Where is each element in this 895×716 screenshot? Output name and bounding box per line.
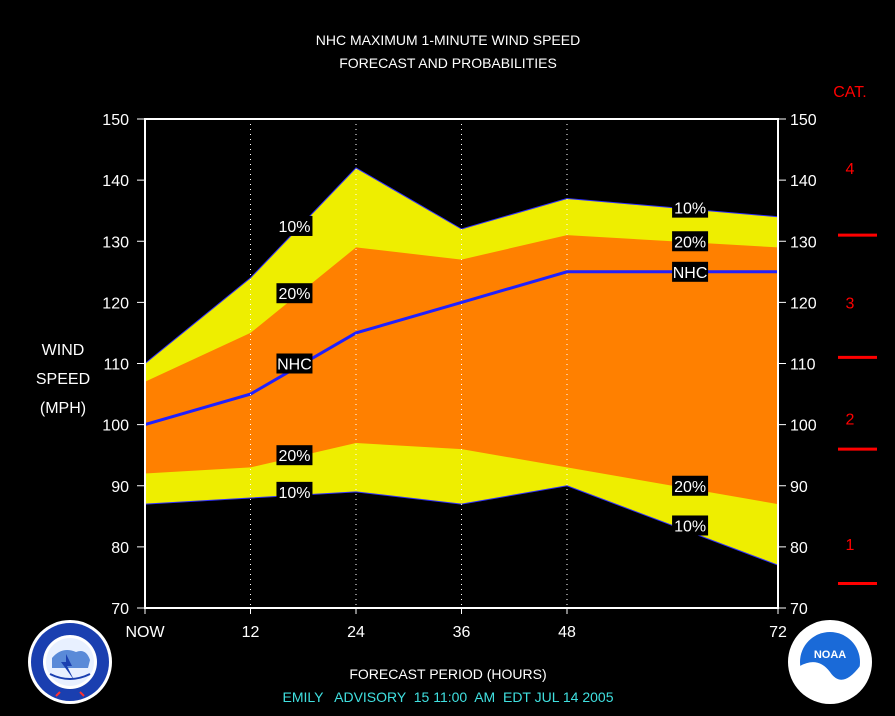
svg-text:NHC: NHC: [277, 357, 312, 374]
y-tick-label-left: 70: [111, 601, 129, 618]
series-label: 20%: [672, 231, 709, 252]
x-tick-label: 12: [242, 624, 260, 641]
upper-10pct-line: [144, 167, 779, 364]
svg-text:10%: 10%: [278, 219, 310, 236]
svg-text:NOAA: NOAA: [814, 649, 846, 661]
advisory-footer: EMILY ADVISORY 15 11:00 AM EDT JUL 14 20…: [283, 689, 614, 705]
x-tick-label: 48: [558, 624, 576, 641]
x-tick-label: 72: [769, 624, 787, 641]
y-axis-label-line2: SPEED: [36, 371, 90, 388]
svg-text:20%: 20%: [278, 448, 310, 465]
y-tick-label-right: 70: [790, 601, 808, 618]
y-tick-label-left: 80: [111, 540, 129, 557]
series-label: 20%: [672, 475, 709, 496]
svg-text:20%: 20%: [278, 286, 310, 303]
y-tick-label-left: 140: [102, 173, 129, 190]
category-label: 1: [846, 537, 855, 554]
series-label: 10%: [672, 515, 709, 536]
series-label: 10%: [276, 215, 313, 236]
y-tick-label-right: 140: [790, 173, 817, 190]
category-scale: 1 2 3 4: [838, 161, 877, 586]
svg-text:20%: 20%: [674, 234, 706, 251]
svg-text:10%: 10%: [674, 518, 706, 535]
svg-text:10%: 10%: [278, 485, 310, 502]
chart-title-line1: NHC MAXIMUM 1-MINUTE WIND SPEED: [316, 32, 580, 48]
category-label: 4: [846, 161, 855, 178]
y-tick-label-right: 90: [790, 479, 808, 496]
category-header: CAT.: [833, 84, 866, 101]
noaa-logo-icon: NOAA: [788, 620, 872, 704]
y-tick-label-left: 110: [103, 357, 129, 374]
y-tick-label-right: 110: [790, 357, 816, 374]
x-tick-label: 24: [347, 624, 365, 641]
series-label: NHC: [276, 353, 313, 374]
series-label: NHC: [672, 261, 709, 282]
series-label: 10%: [276, 481, 313, 502]
chart-title-line2: FORECAST AND PROBABILITIES: [339, 55, 557, 71]
y-tick-label-right: 80: [790, 540, 808, 557]
plot-area: 70 70 80 80 90 90 100 100 110 110 120 120 130 130 140 1…: [102, 112, 817, 641]
y-tick-label-right: 130: [790, 234, 817, 251]
series-label: 20%: [276, 445, 313, 466]
svg-text:20%: 20%: [674, 479, 706, 496]
category-label: 2: [846, 412, 855, 429]
nhc-forecast-line: [144, 270, 778, 427]
y-tick-label-left: 130: [102, 234, 129, 251]
category-label: 3: [846, 295, 855, 312]
y-tick-label-left: 120: [102, 295, 129, 312]
svg-text:NHC: NHC: [673, 265, 708, 282]
y-axis-label-line1: WIND: [42, 342, 85, 359]
series-label: 10%: [672, 197, 709, 218]
y-tick-label-left: 100: [102, 418, 129, 435]
y-tick-label-right: 150: [790, 112, 817, 129]
y-tick-label-left: 90: [111, 479, 129, 496]
y-tick-label-right: 120: [790, 295, 817, 312]
y-axis-label-line3: (MPH): [40, 400, 86, 417]
nws-logo-icon: [28, 620, 112, 704]
y-tick-label-left: 150: [102, 112, 129, 129]
series-label: 20%: [276, 283, 313, 304]
x-tick-label: NOW: [125, 624, 165, 641]
lower-10pct-line: [144, 485, 779, 566]
x-axis-label: FORECAST PERIOD (HOURS): [349, 666, 546, 682]
x-tick-label: 36: [453, 624, 471, 641]
svg-text:10%: 10%: [674, 201, 706, 218]
y-tick-label-right: 100: [790, 418, 817, 435]
